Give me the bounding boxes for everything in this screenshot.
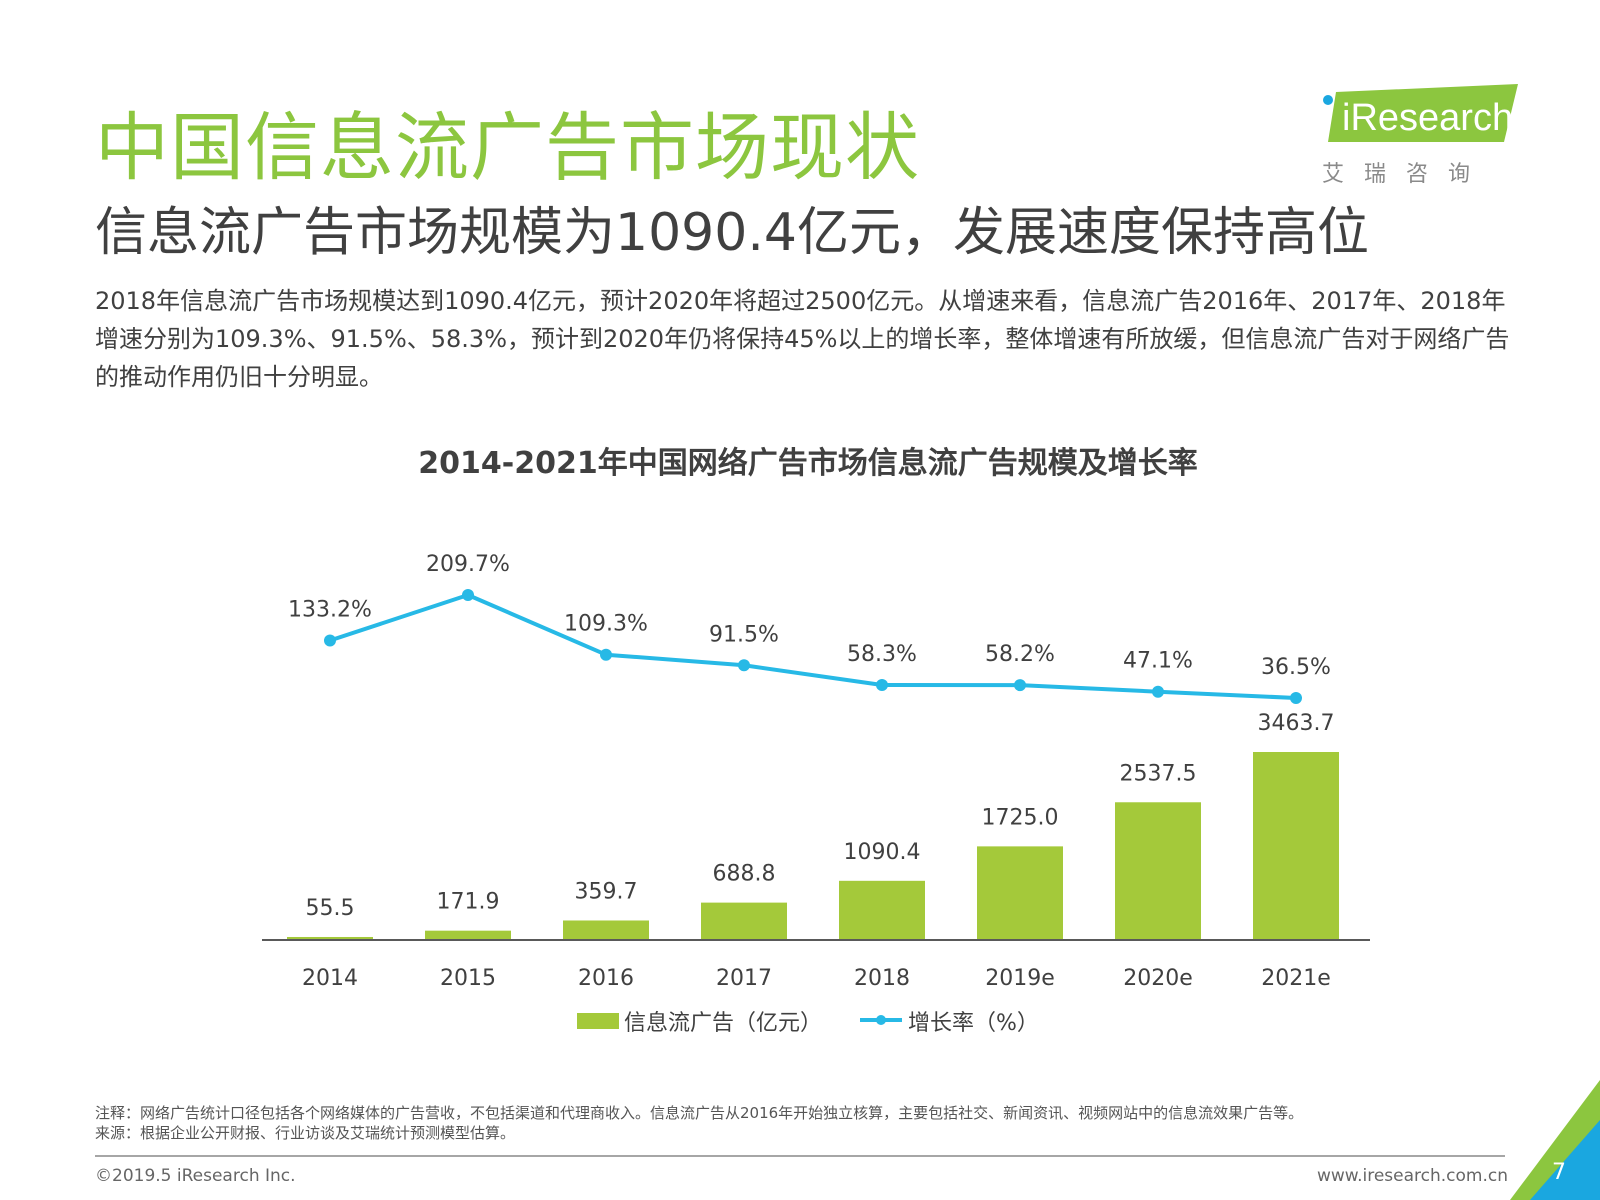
x-tick-label: 2017: [716, 966, 772, 991]
growth-point-2017: [738, 659, 750, 672]
growth-point-2021e: [1290, 692, 1302, 704]
website-link[interactable]: www.iresearch.com.cn: [1316, 1166, 1508, 1186]
chart-legend: 信息流广告（亿元） 增长率（%）: [577, 1011, 1039, 1036]
corner-decoration: [1510, 1080, 1600, 1200]
bar-2019e: [977, 846, 1063, 940]
growth-value-label: 133.2%: [288, 597, 372, 622]
growth-value-label: 109.3%: [564, 612, 648, 637]
summary-paragraph: 2018年信息流广告市场规模达到1090.4亿元，预计2020年将超过2500亿…: [95, 287, 1510, 391]
bar-value-label: 55.5: [306, 896, 355, 921]
bar-2018: [839, 880, 925, 940]
legend-bar-label: 信息流广告（亿元）: [624, 1011, 822, 1036]
x-tick-label: 2021e: [1261, 966, 1331, 991]
bar-2015: [425, 930, 511, 940]
page-number: 7: [1552, 1160, 1566, 1185]
chart-source: 来源：根据企业公开财报、行业访谈及艾瑞统计预测模型估算。: [95, 1124, 516, 1142]
x-tick-label: 2016: [578, 966, 634, 991]
footer-divider: [95, 1155, 1505, 1157]
logo-subtitle: 艾瑞咨询: [1322, 162, 1491, 187]
corner-green-shape: [1510, 1080, 1600, 1200]
logo-text: iResearch: [1342, 97, 1513, 139]
growth-line: [329, 593, 1297, 700]
copyright: ©2019.5 iResearch Inc.: [95, 1166, 296, 1186]
growth-point-2018: [876, 679, 888, 692]
bar-2016: [563, 920, 649, 940]
growth-value-label: 47.1%: [1123, 649, 1193, 674]
bar-series: 55.5 171.9 359.7 688.8 1090.4 1725.0 2537.5 346…: [287, 711, 1339, 940]
chart-title: 2014-2021年中国网络广告市场信息流广告规模及增长率: [418, 446, 1197, 481]
growth-point-2014: [324, 634, 336, 647]
growth-point-2015: [462, 589, 474, 601]
growth-value-label: 58.3%: [847, 642, 917, 667]
bar-value-label: 1090.4: [844, 840, 921, 865]
bar-value-label: 2537.5: [1120, 761, 1197, 786]
x-tick-labels: 2014 2015 2016 2017 2018 2019e 2020e 2021e: [302, 966, 1331, 991]
legend-line-marker: [876, 1015, 886, 1025]
growth-value-label: 58.2%: [985, 642, 1055, 667]
growth-value-label: 209.7%: [426, 552, 510, 577]
page-subtitle: 信息流广告市场规模为1090.4亿元，发展速度保持高位: [95, 203, 1369, 263]
x-tick-label: 2018: [854, 966, 910, 991]
bar-2014: [287, 936, 373, 940]
bar-2021e: [1253, 752, 1339, 940]
bar-2017: [701, 902, 787, 940]
market-chart: 2014-2021年中国网络广告市场信息流广告规模及增长率 55.5 171.9 3…: [262, 446, 1370, 1036]
x-tick-label: 2019e: [985, 966, 1055, 991]
growth-value-label: 36.5%: [1261, 655, 1331, 680]
chart-note: 注释：网络广告统计口径包括各个网络媒体的广告营收，不包括渠道和代理商收入。信息流…: [95, 1104, 1304, 1122]
bar-value-label: 171.9: [437, 890, 500, 915]
bar-2020e: [1115, 802, 1201, 940]
growth-point-2016: [600, 648, 612, 661]
iresearch-logo: iResearch 艾瑞咨询: [1318, 84, 1518, 187]
bar-value-label: 359.7: [575, 879, 638, 904]
growth-line-series: 133.2% 209.7% 109.3% 91.5% 58.3% 58.2% 47.1% 36…: [288, 552, 1331, 704]
corner-blue-shape: [1530, 1120, 1600, 1200]
x-tick-label: 2015: [440, 966, 496, 991]
logo-badge: iResearch: [1323, 84, 1518, 142]
x-tick-label: 2020e: [1123, 966, 1193, 991]
bar-value-label: 688.8: [713, 862, 776, 887]
page-title: 中国信息流广告市场现状: [95, 105, 920, 191]
bar-value-label: 3463.7: [1258, 711, 1335, 736]
growth-point-2019e: [1014, 679, 1026, 692]
growth-value-label: 91.5%: [709, 622, 779, 647]
x-tick-label: 2014: [302, 966, 358, 991]
bar-value-label: 1725.0: [982, 805, 1059, 830]
legend-bar-swatch: [577, 1013, 619, 1029]
legend-line-label: 增长率（%）: [908, 1011, 1039, 1036]
growth-point-2020e: [1152, 685, 1164, 698]
